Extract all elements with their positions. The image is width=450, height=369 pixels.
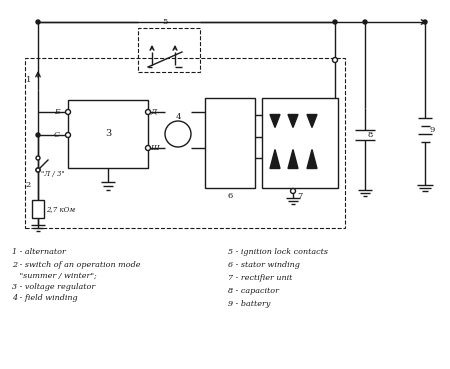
Circle shape <box>36 133 40 137</box>
Text: Ш: Ш <box>150 144 159 152</box>
Text: С: С <box>54 131 60 139</box>
Text: 3: 3 <box>105 130 111 138</box>
Text: 2: 2 <box>25 181 30 189</box>
Text: 4: 4 <box>175 113 181 121</box>
Text: 8 - capacitor: 8 - capacitor <box>228 287 279 295</box>
Circle shape <box>363 20 367 24</box>
Circle shape <box>66 132 71 138</box>
Text: Б: Б <box>54 108 59 116</box>
Text: 8: 8 <box>368 131 373 139</box>
Polygon shape <box>270 114 280 128</box>
Circle shape <box>145 145 150 151</box>
Text: 2 - switch of an operation mode: 2 - switch of an operation mode <box>12 261 140 269</box>
Text: 9: 9 <box>429 126 434 134</box>
Bar <box>205 98 255 188</box>
Text: 6: 6 <box>227 192 233 200</box>
Bar <box>32 200 44 218</box>
Bar <box>25 58 345 228</box>
Text: "Л / З": "Л / З" <box>41 170 65 178</box>
Bar <box>68 100 148 168</box>
Circle shape <box>291 189 296 193</box>
Text: "summer / winter";: "summer / winter"; <box>12 272 97 280</box>
Polygon shape <box>288 114 298 128</box>
Polygon shape <box>307 149 317 169</box>
Polygon shape <box>270 149 280 169</box>
Text: 6 - stator winding: 6 - stator winding <box>228 261 300 269</box>
Text: 7: 7 <box>297 192 303 200</box>
Text: 2,7 кОм: 2,7 кОм <box>46 205 75 213</box>
Circle shape <box>36 156 40 160</box>
Text: 4 - field winding: 4 - field winding <box>12 294 77 302</box>
Text: 5: 5 <box>162 18 168 26</box>
Text: 5 - ignition lock contacts: 5 - ignition lock contacts <box>228 248 328 256</box>
Text: 3 - voltage regulator: 3 - voltage regulator <box>12 283 95 291</box>
Circle shape <box>165 121 191 147</box>
Circle shape <box>333 20 337 24</box>
Circle shape <box>36 20 40 24</box>
Text: 9 - battery: 9 - battery <box>228 300 270 308</box>
Text: 1 - alternator: 1 - alternator <box>12 248 66 256</box>
Circle shape <box>333 58 338 62</box>
Text: Д: Д <box>150 108 156 116</box>
Bar <box>262 98 338 188</box>
Circle shape <box>145 110 150 114</box>
Circle shape <box>36 168 40 172</box>
Bar <box>138 28 200 72</box>
Text: 7 - rectifier unit: 7 - rectifier unit <box>228 274 292 282</box>
Circle shape <box>423 20 427 24</box>
Circle shape <box>66 110 71 114</box>
Polygon shape <box>288 149 298 169</box>
Polygon shape <box>307 114 317 128</box>
Text: 1: 1 <box>26 76 32 84</box>
Circle shape <box>36 168 40 172</box>
